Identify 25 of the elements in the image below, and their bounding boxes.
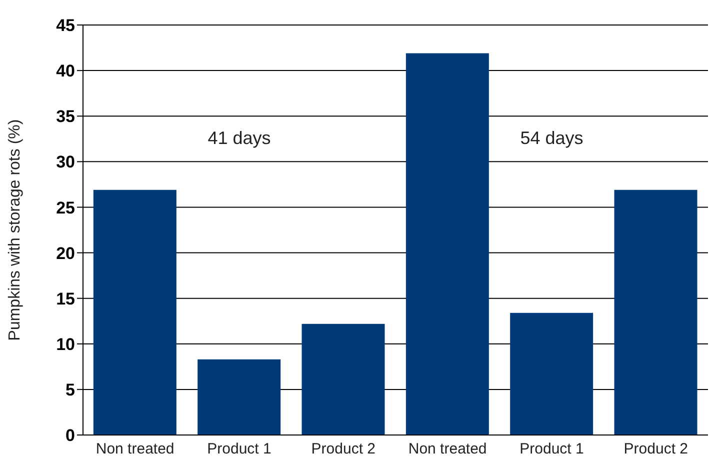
- y-tick-label: 0: [66, 426, 75, 446]
- x-tick-label: Non treated: [408, 440, 487, 457]
- y-tick-label: 5: [66, 380, 75, 400]
- y-tick-label: 35: [56, 107, 75, 126]
- bar: [93, 190, 176, 435]
- bar: [614, 190, 698, 435]
- y-tick-label: 45: [56, 16, 75, 36]
- bar: [198, 359, 281, 435]
- bar: [510, 312, 594, 435]
- annotation: 41 days: [206, 128, 272, 148]
- annotation: 54 days: [519, 128, 584, 148]
- x-tick-label: Product 1: [520, 440, 584, 457]
- y-tick-label: 10: [56, 334, 75, 354]
- x-tick-label: Non treated: [96, 440, 174, 457]
- y-tick-label: 20: [56, 244, 75, 263]
- bar: [406, 53, 489, 435]
- y-axis-title: Pumpkins with storage rots (%): [6, 119, 24, 341]
- y-tick-label: 15: [56, 289, 75, 308]
- y-tick-label: 25: [56, 198, 75, 218]
- x-tick-label: Product 1: [207, 440, 272, 457]
- y-tick-label: 40: [56, 62, 75, 81]
- y-tick-label: 30: [56, 152, 75, 172]
- x-tick-label: Product 2: [624, 440, 688, 457]
- bar: [302, 324, 385, 435]
- x-tick-label: Product 2: [311, 440, 376, 457]
